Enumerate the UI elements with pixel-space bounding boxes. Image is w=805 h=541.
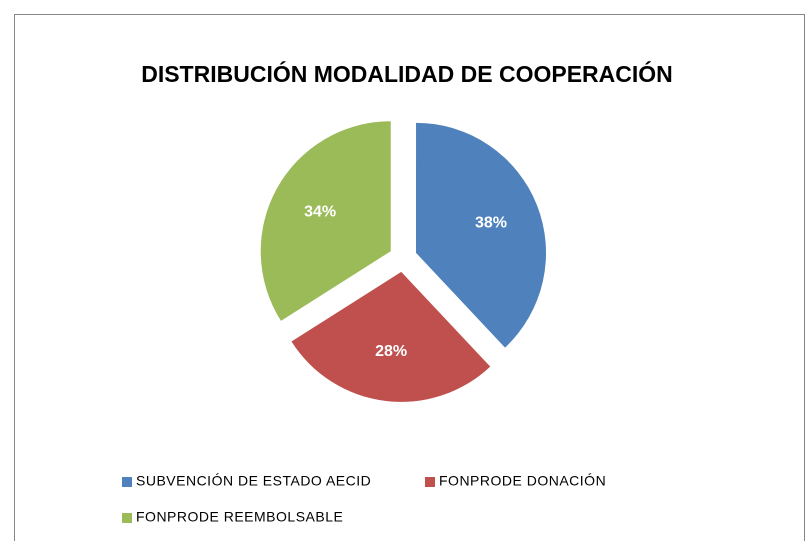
chart-title: DISTRIBUCIÓN MODALIDAD DE COOPERACIÓN	[141, 60, 673, 87]
data-label: 28%	[375, 343, 407, 360]
legend-swatch	[122, 477, 132, 487]
data-label: 38%	[475, 214, 507, 231]
data-label: 34%	[304, 204, 336, 221]
chart-frame	[14, 14, 805, 541]
pie-slice	[291, 271, 491, 402]
legend-label: FONPRODE DONACIÓN	[439, 473, 606, 489]
pie-slice	[260, 121, 391, 321]
pie-slice	[416, 122, 547, 348]
legend-swatch	[122, 513, 132, 523]
legend-label: FONPRODE REEMBOLSABLE	[136, 509, 343, 525]
legend-label: SUBVENCIÓN DE ESTADO AECID	[136, 473, 371, 489]
legend-swatch	[425, 477, 435, 487]
